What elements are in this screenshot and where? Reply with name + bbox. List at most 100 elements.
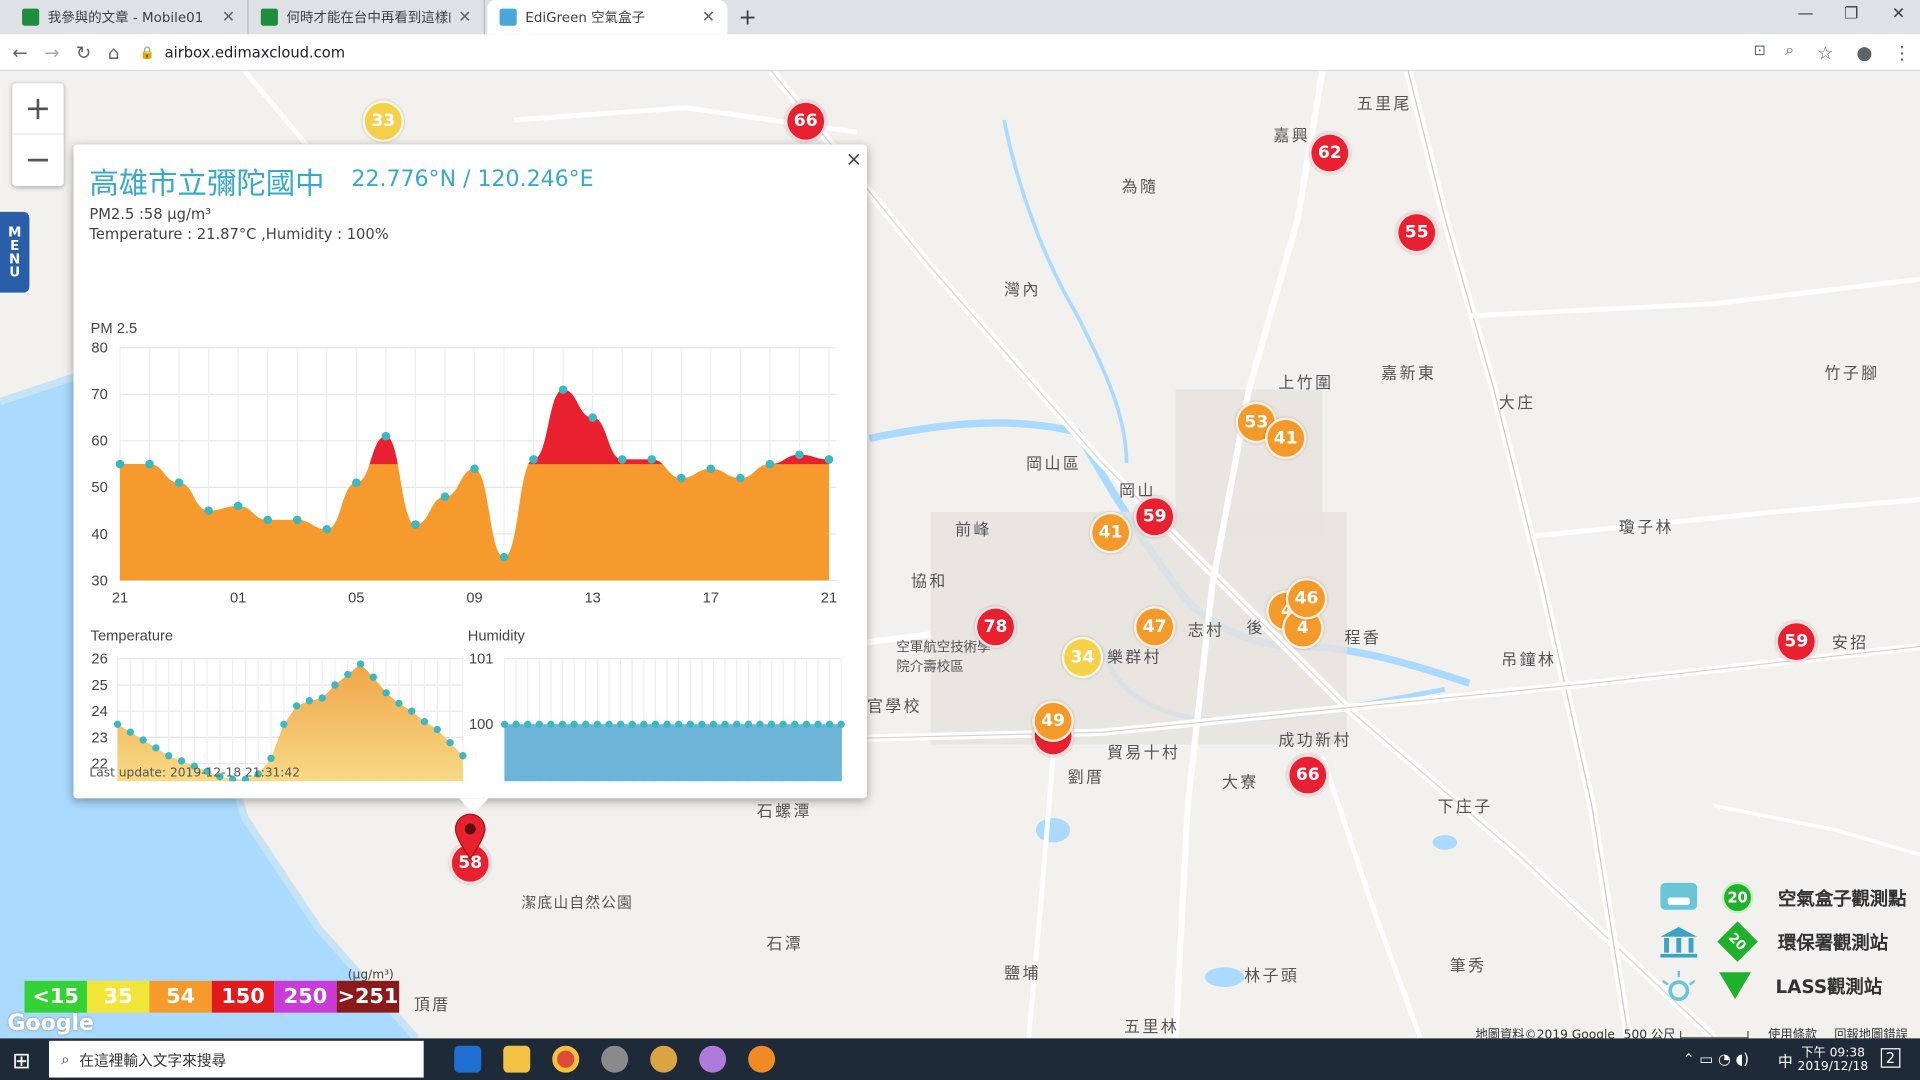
pm25-point bbox=[706, 464, 716, 474]
sensor-marker[interactable]: 41 bbox=[1089, 511, 1132, 554]
task-view-icon[interactable]: ▭ bbox=[404, 1045, 421, 1066]
place-label: 嘉興 bbox=[1273, 127, 1311, 146]
zoom-icon[interactable]: ⌕ bbox=[1785, 41, 1795, 61]
menu-button[interactable]: M E N U bbox=[0, 211, 30, 293]
terms-link[interactable]: 使用條款 bbox=[1768, 1028, 1818, 1039]
y-tick-label: 80 bbox=[91, 341, 107, 357]
sensor-marker[interactable]: 41 bbox=[1264, 417, 1307, 460]
sensor-marker[interactable]: 78 bbox=[974, 606, 1017, 648]
sensor-marker[interactable]: 46 bbox=[1285, 577, 1328, 620]
x-tick-label: 05 bbox=[348, 590, 364, 606]
legend-unit: (μg/m³) bbox=[347, 968, 394, 983]
humidity-bar bbox=[783, 724, 796, 782]
sensor-marker[interactable]: 33 bbox=[362, 100, 405, 143]
humidity-point bbox=[674, 720, 683, 728]
forward-icon[interactable]: → bbox=[44, 41, 60, 64]
sensor-marker[interactable]: 59 bbox=[1775, 620, 1818, 663]
tab-mobile01-article[interactable]: 何時才能在台中再看到這樣的藍天 ✕ bbox=[249, 0, 485, 35]
taskbar-search[interactable]: ⌕ 在這裡輸入文字來搜尋 bbox=[48, 1040, 424, 1078]
sensor-marker[interactable]: 66 bbox=[1286, 754, 1329, 796]
x-tick-label: 21 bbox=[112, 590, 128, 606]
sensor-marker[interactable]: 62 bbox=[1308, 132, 1351, 174]
station-info-popup: × 高雄市立彌陀國中 22.776°N / 120.246°E PM2.5 :5… bbox=[73, 144, 867, 814]
humidity-point bbox=[558, 720, 567, 728]
back-icon[interactable]: ← bbox=[12, 41, 28, 64]
humidity-point bbox=[733, 720, 741, 728]
humidity-point bbox=[605, 720, 613, 728]
sensor-marker[interactable]: 34 bbox=[1061, 636, 1104, 679]
address-bar[interactable]: 🔒 airbox.edimaxcloud.com bbox=[140, 38, 1854, 67]
new-tab-button[interactable]: + bbox=[738, 4, 757, 31]
legend-level: 54 bbox=[149, 980, 212, 1013]
humidity-bar bbox=[620, 724, 633, 782]
legend-airbox: 20 空氣盒子觀測點 bbox=[1656, 879, 1907, 916]
minimize-icon[interactable]: — bbox=[1797, 4, 1814, 24]
pm25-point bbox=[263, 515, 272, 525]
humidity-bar bbox=[597, 724, 610, 782]
sensor-marker[interactable]: 49 bbox=[1032, 700, 1074, 743]
clock-date[interactable]: 2019/12/18 bbox=[1797, 1060, 1869, 1074]
legend-epa: 20 環保署觀測站 bbox=[1656, 921, 1888, 962]
pm25-point bbox=[795, 450, 804, 460]
place-label: 後 bbox=[1246, 619, 1265, 638]
map-canvas[interactable]: 五里尾 嘉興 為隨 灣內 上竹圍 嘉新東 大庄 竹子腳 岡山區 岡山 前峰 協和… bbox=[0, 71, 1920, 1039]
more-menu-icon[interactable]: ⋮ bbox=[1893, 41, 1912, 64]
place-label: 林子頭 bbox=[1244, 967, 1300, 986]
sensor-marker[interactable]: 47 bbox=[1133, 606, 1176, 648]
humidity-bar bbox=[608, 724, 622, 782]
tray-icons[interactable]: ⌃ ▭ ◔ ◖) bbox=[1682, 1050, 1749, 1068]
chrome-icon[interactable] bbox=[552, 1045, 580, 1073]
sensor-marker[interactable]: 59 bbox=[1133, 495, 1176, 538]
reload-icon[interactable]: ↻ bbox=[75, 41, 92, 64]
tab-edigreen[interactable]: EdiGreen 空氣盒子 ✕ bbox=[487, 0, 728, 35]
place-label: 頂厝 bbox=[413, 996, 451, 1016]
ime-indicator[interactable]: 中 bbox=[1777, 1053, 1793, 1071]
clock-time[interactable]: 下午 09:38 bbox=[1801, 1046, 1865, 1061]
pm25-point bbox=[233, 501, 243, 511]
place-label: 成功新村 bbox=[1278, 732, 1352, 751]
place-label: 筆秀 bbox=[1449, 957, 1487, 976]
temperature-point bbox=[369, 673, 378, 681]
app-icon[interactable] bbox=[699, 1045, 727, 1073]
humidity-bar bbox=[539, 724, 552, 782]
blender-icon[interactable] bbox=[748, 1045, 776, 1073]
close-tab-icon[interactable]: ✕ bbox=[458, 7, 472, 27]
profile-icon[interactable]: ● bbox=[1856, 41, 1873, 64]
pm25-point bbox=[145, 459, 154, 469]
y-tick-label: 60 bbox=[91, 434, 107, 450]
pm25-point bbox=[411, 520, 420, 529]
translate-icon[interactable]: ⊡ bbox=[1753, 41, 1766, 59]
edge-icon[interactable] bbox=[454, 1045, 482, 1073]
maximize-icon[interactable]: ❐ bbox=[1844, 4, 1859, 24]
humidity-bar bbox=[655, 724, 668, 782]
humidity-bar bbox=[725, 724, 738, 782]
report-error-link[interactable]: 回報地圖錯誤 bbox=[1834, 1028, 1908, 1039]
y-tick-label: 23 bbox=[91, 730, 107, 746]
last-update: Last update: 2019-12-18 21:31:42 bbox=[89, 766, 301, 781]
app-icon[interactable] bbox=[601, 1045, 629, 1073]
notification-icon[interactable]: 2 bbox=[1880, 1048, 1900, 1068]
sensor-marker[interactable]: 66 bbox=[784, 100, 827, 143]
google-logo: Google bbox=[7, 1010, 95, 1036]
home-icon[interactable]: ⌂ bbox=[107, 41, 120, 64]
zoom-in-button[interactable]: + bbox=[12, 83, 64, 135]
place-label: 吊鐘林 bbox=[1501, 651, 1557, 670]
temperature-area bbox=[117, 664, 463, 782]
close-tab-icon[interactable]: ✕ bbox=[701, 7, 716, 27]
close-tab-icon[interactable]: ✕ bbox=[221, 7, 236, 27]
temperature-point bbox=[446, 738, 454, 747]
close-window-icon[interactable]: ✕ bbox=[1891, 4, 1906, 24]
windows-start-icon[interactable]: ⊞ bbox=[12, 1048, 31, 1074]
close-popup-button[interactable]: × bbox=[845, 146, 863, 171]
scale-bar bbox=[1680, 1031, 1749, 1039]
temperature-point bbox=[292, 702, 301, 710]
sensor-marker[interactable]: 55 bbox=[1395, 211, 1438, 254]
tab-mobile01[interactable]: 我參與的文章 - Mobile01 ✕ bbox=[10, 0, 249, 35]
app-icon[interactable] bbox=[650, 1045, 678, 1073]
zoom-out-button[interactable]: − bbox=[24, 142, 52, 179]
file-explorer-icon[interactable] bbox=[503, 1045, 531, 1073]
pm25-point bbox=[174, 478, 184, 487]
temperature-chart: Temperature212223242526 bbox=[91, 628, 467, 782]
bookmark-star-icon[interactable]: ☆ bbox=[1817, 41, 1834, 64]
place-label: 石螺潭 bbox=[756, 803, 812, 822]
